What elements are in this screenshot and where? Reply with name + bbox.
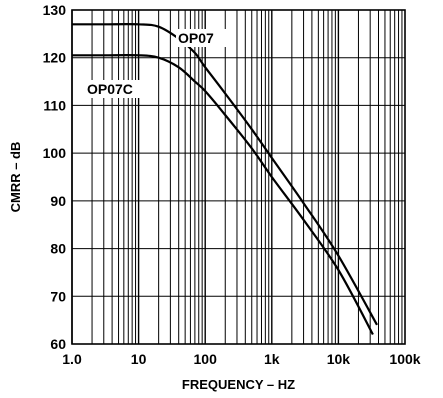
x-tick-label: 1k <box>264 351 280 367</box>
y-tick-label: 130 <box>43 2 67 18</box>
y-tick-label: 100 <box>43 145 67 161</box>
grid-lines <box>71 9 405 345</box>
x-tick-label: 1.0 <box>62 351 82 367</box>
x-tick-label: 100 <box>194 351 218 367</box>
y-tick-label: 60 <box>50 336 66 352</box>
series-line-op07 <box>71 23 378 326</box>
series-label-bg <box>176 29 226 47</box>
y-tick-label: 120 <box>43 50 67 66</box>
y-tick-label: 70 <box>50 288 66 304</box>
y-tick-label: 90 <box>50 193 66 209</box>
plot-frame <box>71 9 406 345</box>
series-label-op07: OP07 <box>178 30 214 46</box>
series-curves <box>71 23 378 336</box>
series-line-op07c <box>72 54 374 336</box>
y-tick-label: 80 <box>50 241 66 257</box>
tick-labels: 1.0 10 100 1k 10k 100k 60 70 80 90 100 110 120 130 <box>43 2 421 367</box>
x-axis-label: FREQUENCY – HZ <box>182 377 295 392</box>
x-tick-label: 10k <box>327 351 351 367</box>
series-labels: OP07 OP07C <box>85 29 226 98</box>
y-axis-label: CMRR – dB <box>8 142 23 213</box>
series-label-op07c: OP07C <box>87 81 133 97</box>
y-tick-label: 110 <box>43 97 66 113</box>
series-label-bg <box>85 80 148 98</box>
x-tick-label: 100k <box>389 351 420 367</box>
x-tick-label: 10 <box>131 351 147 367</box>
